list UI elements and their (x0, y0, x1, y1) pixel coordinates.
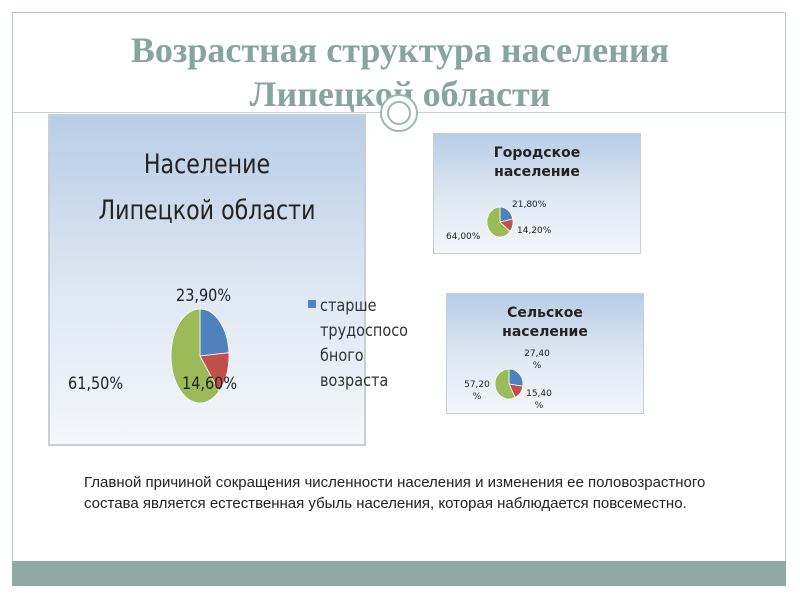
chart-title-line2: Липецкой области (98, 195, 316, 226)
slice-green (494, 368, 516, 400)
slice-label-red: 14,20% (517, 226, 552, 236)
pie-plot-area (170, 308, 230, 404)
rural-pie-chart: Сельское население 27,40 % 15,40 % 57,20… (446, 293, 644, 414)
chart-title-line1: Сельское (507, 305, 583, 321)
slide-title-line1: Возрастная структура населения (130, 30, 670, 70)
slice-label-red: 14,60% (182, 374, 238, 394)
slice-blue (199, 308, 230, 357)
slice-label-blue: 27,40 % (524, 349, 550, 371)
chart-title: Сельское население (447, 304, 643, 342)
urban-pie-chart: Городское население 21,80% 14,20% 64,00% (433, 133, 641, 254)
decorative-circle-icon (380, 94, 418, 132)
slice-green (170, 308, 220, 404)
chart-title-line2: население (502, 324, 588, 340)
slice-label-red: 15,40 % (526, 389, 552, 411)
slice-green (486, 206, 511, 238)
pie-plot-area (486, 206, 514, 238)
chart-title-line1: Население (143, 149, 271, 180)
chart-title: Городское население (434, 144, 640, 182)
slice-label-green: 57,20 % (464, 380, 490, 402)
explanation-text: Главной причиной сокращения численности … (84, 474, 706, 512)
population-pie-chart: Население Липецкой области 23,90% 14,60%… (48, 114, 408, 446)
legend-entry: старше трудоспосо бного возраста (320, 296, 409, 391)
chart-title-line1: Городское (493, 145, 581, 161)
chart-title: Население Липецкой области (78, 142, 335, 234)
slice-blue (508, 368, 524, 387)
slice-label-green: 61,50% (68, 374, 124, 394)
decorative-inner-circle-icon (387, 101, 411, 125)
slice-label-green: 64,00% (446, 232, 481, 242)
legend-swatch-blue (308, 300, 316, 308)
chart-title-line2: население (494, 164, 580, 180)
slice-label-blue: 21,80% (512, 200, 547, 210)
pie-plot-area (494, 368, 524, 400)
footer-bar (12, 561, 786, 586)
slice-label-blue: 23,90% (176, 286, 232, 306)
